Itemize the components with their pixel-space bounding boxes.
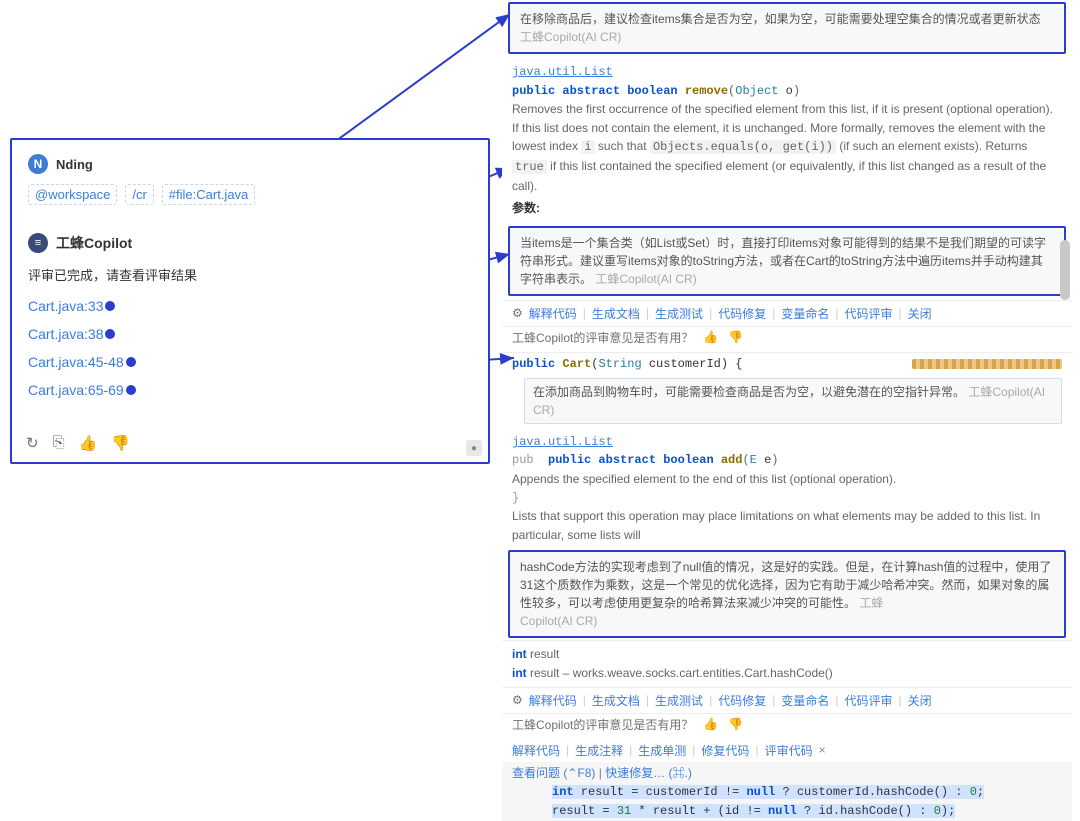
gear-icon[interactable]: ⚙ [512, 693, 523, 707]
ai-tag: 工蜂Copilot(AI CR) [520, 30, 621, 44]
quick-fix-link[interactable]: 快速修复… (⌘.) [605, 766, 692, 780]
cmd-comment[interactable]: 生成注释 [575, 742, 623, 759]
view-problem-link[interactable]: 查看问题 (⌃F8) [512, 766, 595, 780]
action-explain[interactable]: 解释代码 [529, 305, 577, 322]
copy-icon[interactable]: ⎘ [53, 434, 65, 452]
cmd-unit[interactable]: 生成单测 [638, 742, 686, 759]
dot-icon [126, 385, 136, 395]
minimap-stripe-icon [912, 359, 1062, 369]
review-comment-3: 在添加商品到购物车时，可能需要检查商品是否为空，以避免潜在的空指针异常。 工蜂C… [524, 378, 1062, 424]
scrollbar[interactable] [1060, 240, 1070, 300]
action-gentest[interactable]: 生成测试 [655, 305, 703, 322]
action-fix[interactable]: 代码修复 [718, 305, 766, 322]
token-file[interactable]: #file:Cart.java [162, 184, 255, 205]
review-complete-msg: 评审已完成，请查看评审结果 [28, 265, 472, 284]
action-gentest[interactable]: 生成测试 [655, 692, 703, 709]
feedback-row: 工蜂Copilot的评审意见是否有用？ 👍 👎 [502, 327, 1072, 352]
token-workspace[interactable]: @workspace [28, 184, 117, 205]
review-detail-stack: 在移除商品后，建议检查items集合是否为空，如果为空，可能需要处理空集合的情况… [502, 0, 1072, 532]
refresh-icon[interactable]: ↻ [26, 434, 39, 452]
package-link[interactable]: java.util.List [512, 65, 613, 79]
bot-header: ≡ 工蜂Copilot [28, 233, 472, 253]
hash-decl-block: int result int result – works.weave.sock… [502, 640, 1072, 686]
file-link-38[interactable]: Cart.java:38 [28, 326, 472, 342]
cmd-review[interactable]: 评审代码 [765, 742, 813, 759]
code-actions-row-2: ⚙ 解释代码| 生成文档| 生成测试| 代码修复| 变量命名| 代码评审| 关闭 [502, 687, 1072, 714]
feedback-row-2: 工蜂Copilot的评审意见是否有用？ 👍 👎 [502, 714, 1072, 739]
corner-badge-icon: ● [466, 440, 482, 456]
action-fix[interactable]: 代码修复 [718, 692, 766, 709]
bot-name: 工蜂Copilot [56, 233, 132, 253]
javadoc-remove: java.util.List public abstract boolean r… [502, 58, 1072, 222]
code-editor[interactable]: int result = customerId != null ? custom… [502, 781, 1072, 821]
closing-brace: } [512, 489, 1062, 508]
cmd-fix[interactable]: 修复代码 [701, 742, 749, 759]
action-gendoc[interactable]: 生成文档 [592, 692, 640, 709]
javadoc-add: java.util.List pub public abstract boole… [502, 428, 1072, 549]
code-actions-row: ⚙ 解释代码| 生成文档| 生成测试| 代码修复| 变量命名| 代码评审| 关闭 [502, 300, 1072, 327]
constructor-signature: public Cart(String customerId) { [502, 352, 1072, 375]
ai-tag: 工蜂Copilot(AI CR) [595, 272, 696, 286]
params-label: 参数: [512, 199, 1062, 218]
action-explain[interactable]: 解释代码 [529, 692, 577, 709]
thumb-up-icon[interactable]: 👍 [79, 434, 98, 452]
bot-avatar-icon: ≡ [28, 233, 48, 253]
user-avatar: N [28, 154, 48, 174]
package-link[interactable]: java.util.List [512, 435, 613, 449]
action-review[interactable]: 代码评审 [844, 305, 892, 322]
user-name: Nding [56, 157, 93, 172]
cmd-explain[interactable]: 解释代码 [512, 742, 560, 759]
action-rename[interactable]: 变量命名 [781, 692, 829, 709]
review-comment-4: hashCode方法的实现考虑到了null值的情况，这是好的实践。但是，在计算h… [508, 550, 1066, 638]
review-comment-2: 当items是一个集合类（如List或Set）时，直接打印items对象可能得到… [508, 226, 1066, 296]
dot-icon [105, 329, 115, 339]
action-rename[interactable]: 变量命名 [781, 305, 829, 322]
review-comment-1: 在移除商品后，建议检查items集合是否为空，如果为空，可能需要处理空集合的情况… [508, 2, 1066, 54]
prompt-tokens: @workspace /cr #file:Cart.java [28, 184, 472, 205]
gear-icon[interactable]: ⚙ [512, 306, 523, 320]
thumb-up-icon[interactable]: 👍 [703, 330, 718, 344]
user-header: N Nding [28, 154, 472, 174]
action-close[interactable]: 关闭 [908, 305, 932, 322]
thumb-down-icon[interactable]: 👎 [728, 717, 743, 731]
thumb-up-icon[interactable]: 👍 [703, 717, 718, 731]
chat-toolbar: ↻ ⎘ 👍 👎 [26, 434, 130, 452]
inline-commands: 解释代码| 生成注释| 生成单测| 修复代码| 评审代码 × [502, 739, 1072, 762]
dot-icon [105, 301, 115, 311]
review-file-links: Cart.java:33 Cart.java:38 Cart.java:45-4… [28, 298, 472, 398]
problem-hint-row: 查看问题 (⌃F8) | 快速修复… (⌘.) [502, 762, 1072, 781]
file-link-65-69[interactable]: Cart.java:65-69 [28, 382, 472, 398]
action-review[interactable]: 代码评审 [844, 692, 892, 709]
token-cr[interactable]: /cr [125, 184, 153, 205]
close-icon[interactable]: × [819, 743, 826, 757]
chat-panel: N Nding @workspace /cr #file:Cart.java ≡… [10, 138, 490, 464]
file-link-33[interactable]: Cart.java:33 [28, 298, 472, 314]
dot-icon [126, 357, 136, 367]
action-gendoc[interactable]: 生成文档 [592, 305, 640, 322]
thumb-down-icon[interactable]: 👎 [111, 434, 130, 452]
file-link-45-48[interactable]: Cart.java:45-48 [28, 354, 472, 370]
thumb-down-icon[interactable]: 👎 [728, 330, 743, 344]
action-close[interactable]: 关闭 [908, 692, 932, 709]
